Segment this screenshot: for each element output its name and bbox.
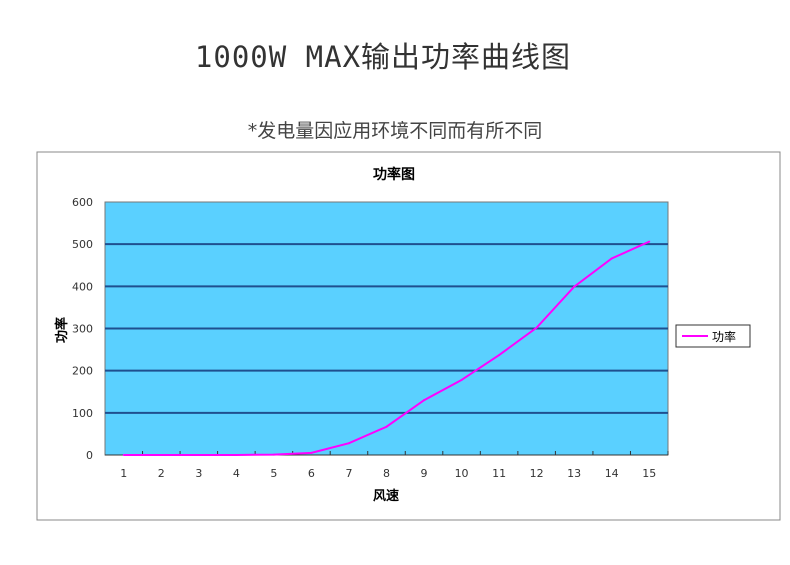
chart-title: 功率图 [373, 166, 415, 183]
data-point [160, 454, 163, 456]
legend-label: 功率 [712, 329, 736, 344]
y-axis-label: 功率 [54, 317, 70, 343]
y-tick-label: 500 [72, 238, 93, 251]
y-tick-label: 300 [72, 323, 93, 336]
x-axis-label: 风速 [373, 488, 399, 504]
data-point [535, 326, 538, 329]
x-tick-label: 1 [120, 467, 127, 480]
y-tick-label: 200 [72, 365, 93, 378]
data-point [197, 454, 200, 456]
page-title: 1000W MAX输出功率曲线图 [194, 40, 572, 74]
data-point [235, 454, 238, 456]
y-tick-label: 0 [86, 449, 93, 462]
page-subtitle: *发电量因应用环境不同而有所不同 [247, 120, 543, 142]
x-tick-label: 5 [270, 467, 277, 480]
y-tick-label: 100 [72, 407, 93, 420]
data-point [498, 354, 501, 357]
x-tick-label: 9 [421, 467, 428, 480]
data-point [423, 399, 426, 402]
x-tick-label: 6 [308, 467, 315, 480]
x-tick-label: 3 [195, 467, 202, 480]
x-tick-label: 8 [383, 467, 390, 480]
data-point [460, 378, 463, 381]
x-tick-label: 13 [567, 467, 581, 480]
data-point [610, 257, 613, 260]
x-tick-label: 14 [605, 467, 619, 480]
x-tick-label: 7 [345, 467, 352, 480]
data-point [573, 285, 576, 288]
data-point [272, 453, 275, 456]
y-tick-label: 400 [72, 280, 93, 293]
data-point [385, 425, 388, 428]
x-tick-label: 15 [642, 467, 656, 480]
data-point [648, 240, 651, 243]
data-point [122, 454, 125, 456]
x-tick-label: 11 [492, 467, 506, 480]
data-point [310, 451, 313, 454]
x-tick-label: 10 [455, 467, 469, 480]
x-tick-label: 4 [233, 467, 240, 480]
legend-box [675, 324, 751, 348]
x-tick-label: 2 [158, 467, 165, 480]
y-tick-label: 600 [72, 196, 93, 209]
data-point [347, 442, 350, 445]
x-tick-label: 12 [530, 467, 544, 480]
